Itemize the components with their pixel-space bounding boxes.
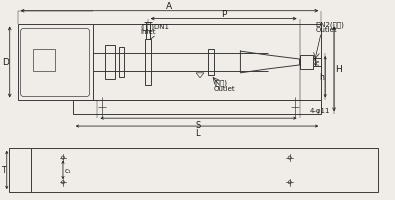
Bar <box>73 101 321 115</box>
Bar <box>208 50 214 75</box>
Text: Inlet: Inlet <box>141 29 156 35</box>
Text: h: h <box>319 73 324 82</box>
Text: P: P <box>221 10 226 19</box>
Text: D: D <box>2 58 9 67</box>
Text: (进口)DN1: (进口)DN1 <box>141 23 170 30</box>
Bar <box>18 24 92 101</box>
Bar <box>34 50 55 71</box>
Text: S: S <box>196 120 201 129</box>
Text: T: T <box>2 166 6 175</box>
Bar <box>145 40 151 85</box>
Bar <box>9 148 378 192</box>
Text: L: L <box>195 128 199 137</box>
Bar <box>299 56 313 70</box>
Text: H: H <box>336 65 342 74</box>
Text: Outlet: Outlet <box>214 85 235 91</box>
Bar <box>105 46 115 79</box>
Text: Hi: Hi <box>315 58 320 65</box>
Text: c₁: c₁ <box>65 167 71 173</box>
Text: DN2(出口): DN2(出口) <box>315 21 344 28</box>
Text: 4-φ11: 4-φ11 <box>309 108 330 114</box>
Text: A: A <box>166 2 173 11</box>
Text: Outlet: Outlet <box>315 27 337 33</box>
Bar <box>119 48 124 77</box>
Text: (出口): (出口) <box>214 79 228 86</box>
